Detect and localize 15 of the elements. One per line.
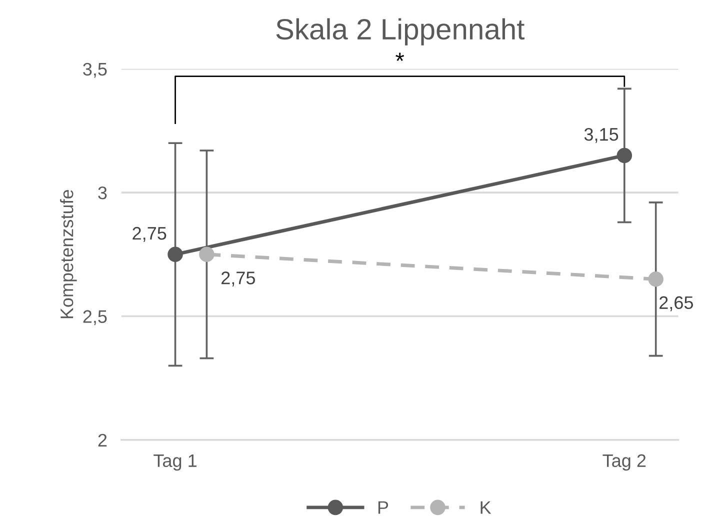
data-label: 2,65 [660,296,694,312]
y-tick-label: 3 [98,186,107,200]
x-tick-label: Tag 1 [154,454,196,471]
y-axis-title: Kompetenzstufe [60,190,77,318]
data-label: 3,15 [584,128,618,143]
y-tick-label: 3,5 [83,62,107,78]
y-tick-label: 2,5 [83,310,107,326]
chart-title: Skala 2 Lippennaht [276,18,525,46]
legend-label: K [480,501,492,514]
legend-label: P [378,501,388,514]
text: * [396,52,404,61]
x-tick-label: Tag 2 [602,454,646,471]
data-label: 2,75 [132,226,166,242]
y-tick-label: 2 [98,434,107,446]
data-label: 2,75 [222,272,255,286]
